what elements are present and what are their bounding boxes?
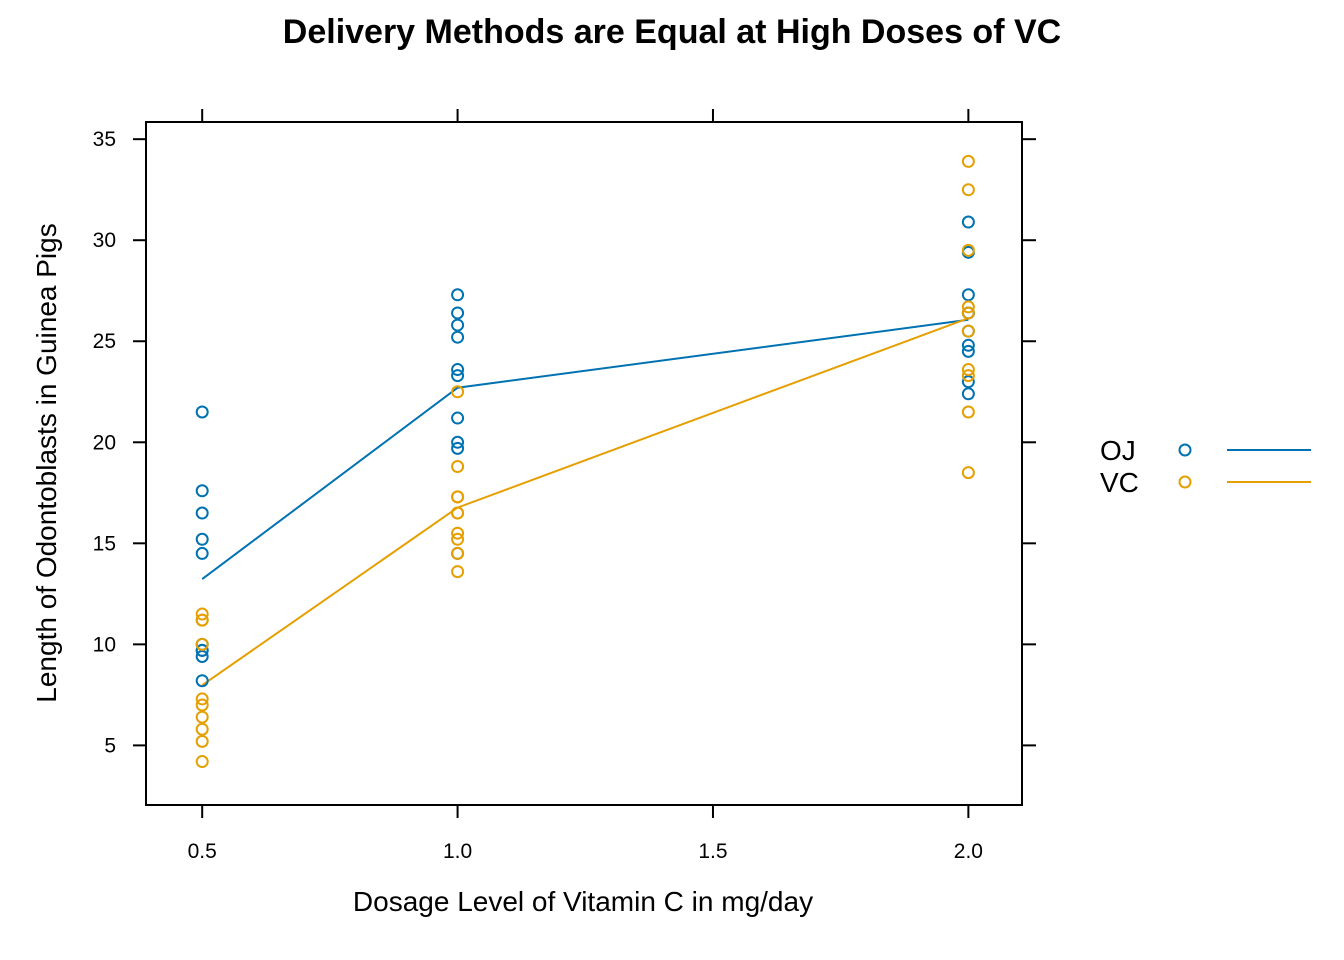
series-line-vc — [201, 317, 969, 687]
series-lines — [201, 317, 969, 687]
data-point-vc — [195, 637, 209, 651]
data-point-vc — [195, 734, 209, 748]
data-point-vc — [451, 546, 465, 560]
data-point-oj — [451, 318, 465, 332]
data-point-vc — [195, 698, 209, 712]
data-point-vc — [451, 526, 465, 540]
data-point-vc — [961, 306, 975, 320]
data-point-vc — [961, 183, 975, 197]
data-point-vc — [961, 324, 975, 338]
y-tick-label: 20 — [93, 431, 116, 454]
legend-point-vc — [1178, 475, 1192, 489]
data-point-oj — [451, 330, 465, 344]
data-point-oj — [961, 215, 975, 229]
data-point-oj — [195, 506, 209, 520]
data-point-vc — [451, 460, 465, 474]
data-point-vc — [961, 405, 975, 419]
legend-point-oj — [1178, 443, 1192, 457]
legend-label-oj: OJ — [1100, 435, 1136, 466]
data-point-vc — [195, 613, 209, 627]
data-point-oj — [961, 338, 975, 352]
x-tick-label: 2.0 — [954, 840, 983, 863]
data-point-oj — [451, 369, 465, 383]
data-point-oj — [195, 532, 209, 546]
y-tick-label: 15 — [93, 532, 116, 555]
data-point-vc — [961, 300, 975, 314]
x-axis-ticks: 0.5 1.0 1.5 2.0 — [188, 109, 983, 863]
data-point-oj — [195, 546, 209, 560]
series-points — [195, 154, 975, 769]
y-axis-ticks: 5 10 15 20 25 30 35 — [93, 128, 1036, 757]
x-tick-label: 1.0 — [443, 840, 472, 863]
data-point-oj — [451, 306, 465, 320]
y-axis-label: Length of Odontoblasts in Guinea Pigs — [31, 223, 62, 702]
data-point-vc — [961, 243, 975, 257]
y-tick-label: 25 — [93, 330, 116, 353]
data-point-vc — [451, 506, 465, 520]
data-point-oj — [451, 411, 465, 425]
y-tick-label: 30 — [93, 229, 116, 252]
legend-label-vc: VC — [1100, 467, 1139, 498]
data-point-vc — [195, 692, 209, 706]
x-tick-label: 0.5 — [188, 840, 217, 863]
x-tick-label: 1.5 — [698, 840, 727, 863]
data-point-vc — [195, 710, 209, 724]
data-point-oj — [195, 674, 209, 688]
data-point-oj — [195, 405, 209, 419]
data-point-oj — [961, 387, 975, 401]
data-point-oj — [961, 375, 975, 389]
data-point-oj — [961, 288, 975, 302]
data-point-oj — [961, 344, 975, 358]
data-point-vc — [195, 722, 209, 736]
data-point-vc — [961, 466, 975, 480]
data-point-oj — [451, 435, 465, 449]
data-point-vc — [195, 755, 209, 769]
data-point-vc — [451, 385, 465, 399]
y-tick-label: 35 — [93, 128, 116, 151]
plot-frame — [145, 121, 1023, 806]
data-point-oj — [451, 441, 465, 455]
data-point-oj — [195, 484, 209, 498]
data-point-oj — [195, 649, 209, 663]
data-point-vc — [451, 490, 465, 504]
data-point-vc — [961, 154, 975, 168]
data-point-oj — [451, 363, 465, 377]
data-point-vc — [451, 565, 465, 579]
data-point-vc — [195, 607, 209, 621]
y-tick-label: 10 — [93, 633, 116, 656]
x-axis-label: Dosage Level of Vitamin C in mg/day — [353, 886, 813, 917]
chart-title: Delivery Methods are Equal at High Doses… — [283, 13, 1061, 51]
data-point-vc — [961, 369, 975, 383]
y-tick-label: 5 — [104, 734, 116, 757]
data-point-vc — [451, 532, 465, 546]
data-point-vc — [961, 363, 975, 377]
series-line-oj — [201, 318, 969, 580]
data-point-oj — [451, 288, 465, 302]
data-point-oj — [195, 643, 209, 657]
